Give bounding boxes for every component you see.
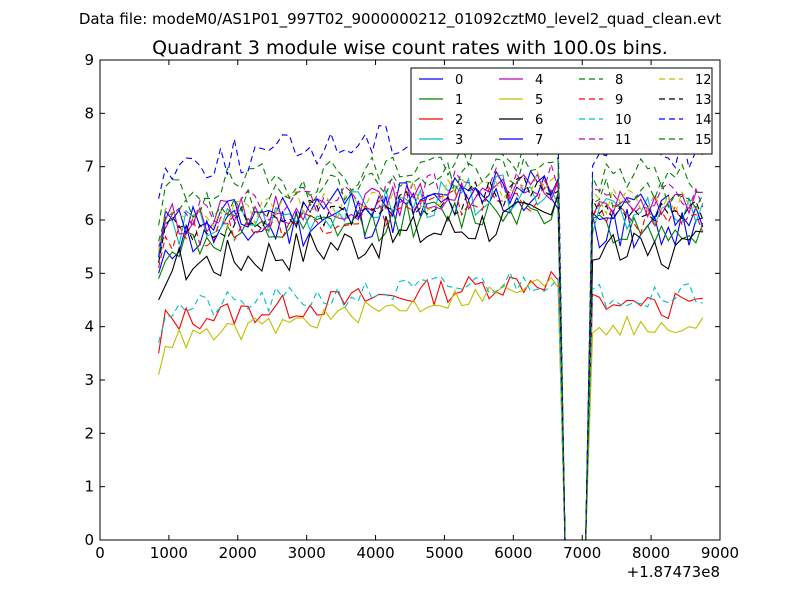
legend-label-11: 11 (615, 133, 632, 148)
x-tick-label: 9000 (701, 544, 739, 562)
series-line-10 (158, 270, 703, 540)
series-line-0 (158, 174, 703, 540)
legend-label-8: 8 (615, 73, 623, 88)
series-line-1 (158, 192, 704, 540)
y-tick-label: 1 (84, 478, 94, 496)
x-tick-label: 8000 (632, 544, 670, 562)
series-line-12 (158, 170, 703, 540)
y-tick-label: 9 (84, 51, 94, 69)
x-tick-label: 2000 (219, 544, 257, 562)
series-line-15 (158, 157, 704, 540)
x-tick-label: 7000 (563, 544, 601, 562)
legend-label-7: 7 (535, 133, 543, 148)
x-tick-label: 3000 (288, 544, 326, 562)
plot-frame (99, 59, 721, 541)
y-tick-label: 5 (84, 264, 94, 282)
series-line-13 (158, 175, 704, 540)
legend-label-4: 4 (535, 73, 543, 88)
chart-title: Quadrant 3 module wise count rates with … (152, 37, 668, 59)
series-line-4 (158, 173, 703, 540)
y-tick-label: 3 (84, 371, 94, 389)
legend-label-2: 2 (455, 113, 463, 128)
y-tick-label: 4 (84, 318, 94, 336)
legend-label-15: 15 (695, 133, 712, 148)
x-tick-label: 5000 (425, 544, 463, 562)
legend-label-6: 6 (535, 113, 543, 128)
x-tick-label: 6000 (494, 544, 532, 562)
legend-label-1: 1 (455, 93, 463, 108)
series-line-5 (158, 276, 704, 540)
legend-box (410, 67, 713, 155)
x-tick-label: 4000 (356, 544, 394, 562)
suptitle: Data file: modeM0/AS1P01_997T02_90000002… (79, 10, 721, 29)
y-tick-label: 8 (84, 104, 94, 122)
series-line-11 (158, 162, 704, 540)
x-offset-label: +1.87473e8 (627, 563, 720, 581)
series-line-6 (158, 194, 703, 540)
y-tick-label: 7 (84, 158, 94, 176)
series-line-2 (158, 270, 703, 540)
legend-label-12: 12 (695, 73, 712, 88)
y-tick-label: 6 (84, 211, 94, 229)
x-axis: 0 1000 2000 3000 4000 5000 6000 7000 8000 9000 (95, 60, 739, 562)
legend-label-3: 3 (455, 133, 463, 148)
legend-label-0: 0 (455, 73, 463, 88)
x-tick-label: 0 (95, 544, 105, 562)
legend-label-10: 10 (615, 113, 632, 128)
series-line-14 (158, 99, 704, 540)
x-tick-label: 1000 (150, 544, 188, 562)
legend-label-9: 9 (615, 93, 623, 108)
legend-label-13: 13 (695, 93, 712, 108)
legend-label-14: 14 (695, 113, 712, 128)
series-group (158, 99, 704, 540)
series-line-3 (158, 174, 704, 540)
y-tick-label: 0 (84, 531, 94, 549)
series-line-9 (158, 178, 704, 540)
y-tick-label: 2 (84, 424, 94, 442)
legend-label-5: 5 (535, 93, 543, 108)
